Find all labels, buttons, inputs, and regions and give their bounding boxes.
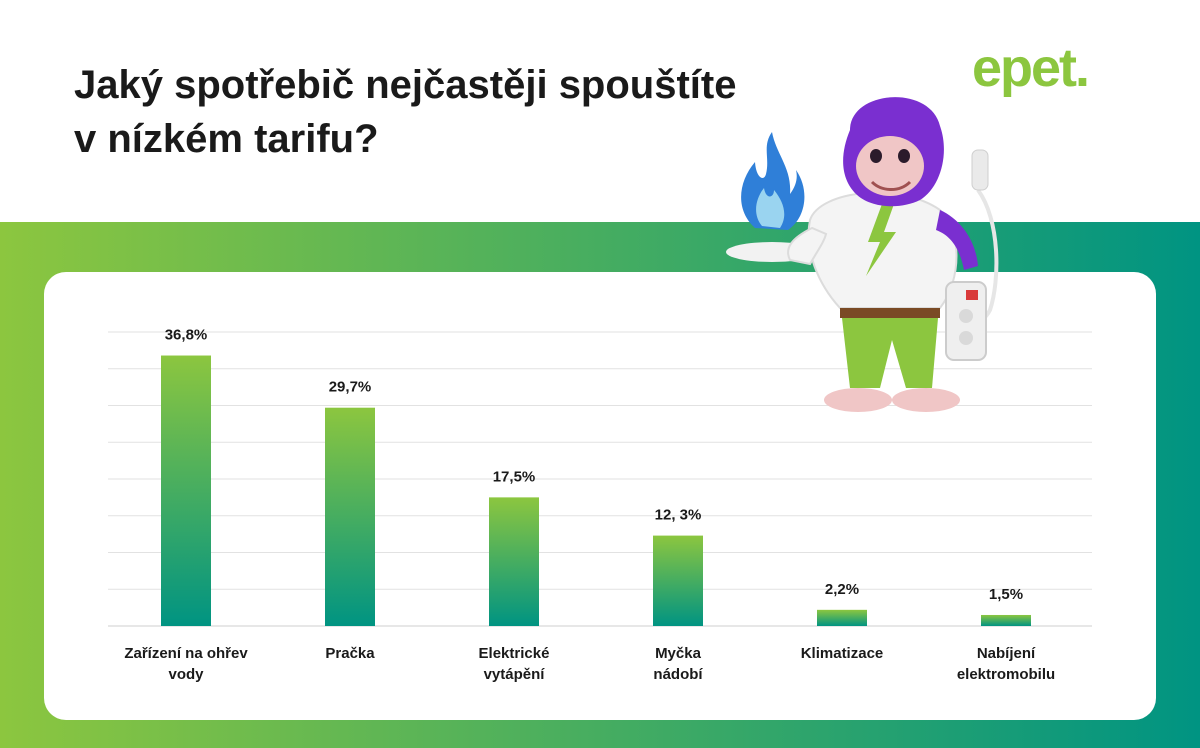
page-title: Jaký spotřebič nejčastěji spouštíte v ní… <box>74 63 737 161</box>
category-label: Nabíjení <box>977 645 1036 662</box>
bar-value-label: 29,7% <box>329 379 372 396</box>
category-label: nádobí <box>653 666 703 683</box>
category-label: Myčka <box>655 645 702 662</box>
epet-logo: epet. <box>972 40 1090 98</box>
bar <box>653 535 703 626</box>
category-labels: Zařízení na ohřev vody Pračka Elektrické vyt… <box>124 645 1055 683</box>
bar <box>489 497 539 626</box>
bar <box>817 609 867 626</box>
category-label: vytápění <box>484 666 546 683</box>
bar-value-label: 1,5% <box>989 586 1023 603</box>
bar <box>161 355 211 626</box>
category-label: Pračka <box>325 645 375 662</box>
bar <box>981 614 1031 626</box>
bar-value-label: 12, 3% <box>655 507 702 524</box>
logo-text: epet. <box>972 40 1088 98</box>
gorilla-mascot-icon <box>726 97 999 412</box>
category-label: Elektrické <box>479 645 550 662</box>
category-label: Zařízení na ohřev <box>124 645 248 662</box>
value-labels: 36,8% 29,7% 17,5% 12, 3% 2,2% 1,5% <box>165 327 1023 603</box>
bar-value-label: 2,2% <box>825 581 859 598</box>
bar <box>325 407 375 626</box>
bar-value-label: 36,8% <box>165 327 208 344</box>
category-label: vody <box>168 666 204 683</box>
category-label: elektromobilu <box>957 666 1055 683</box>
bars <box>161 355 1031 626</box>
bar-value-label: 17,5% <box>493 468 536 485</box>
category-label: Klimatizace <box>801 645 884 662</box>
